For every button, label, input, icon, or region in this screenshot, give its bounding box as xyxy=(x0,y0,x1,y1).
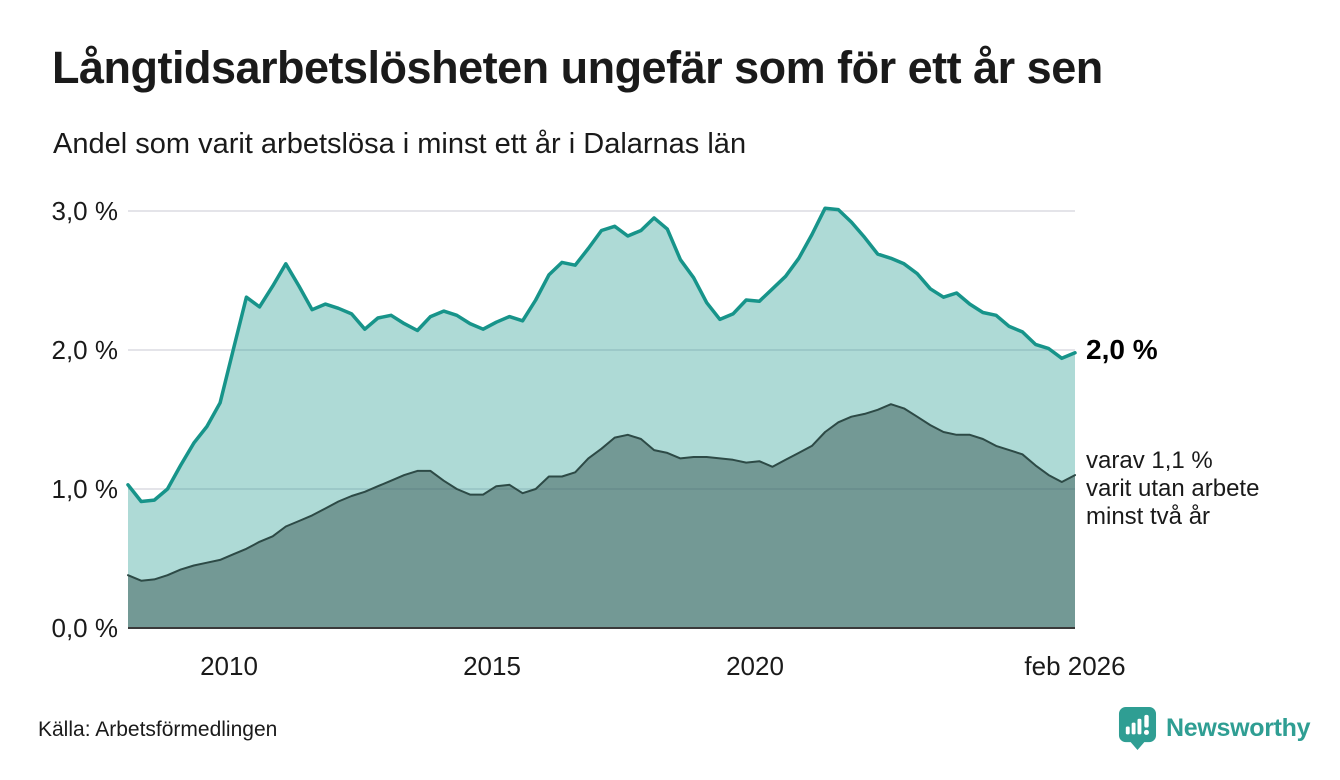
series-end-label-total: 2,0 % xyxy=(1086,334,1158,365)
y-axis-tick: 3,0 % xyxy=(51,196,119,226)
source-credit: Källa: Arbetsförmedlingen xyxy=(38,718,278,741)
y-axis-tick: 0,0 % xyxy=(51,613,119,643)
annotation-line: varav 1,1 % xyxy=(1086,447,1213,474)
annotation-line: varit utan arbete xyxy=(1086,475,1260,502)
newsworthy-pin-icon xyxy=(1118,707,1157,750)
newsworthy-wordmark: Newsworthy xyxy=(1166,714,1311,742)
series-end-label-two-years: varav 1,1 % varit utan arbete minst två … xyxy=(1086,447,1259,531)
x-axis-tick: 2020 xyxy=(726,651,784,681)
y-axis-tick: 1,0 % xyxy=(51,474,119,504)
y-axis-tick: 2,0 % xyxy=(51,335,119,365)
newsworthy-logo: Newsworthy xyxy=(1118,706,1311,751)
x-axis-tick: 2015 xyxy=(463,651,521,681)
x-axis-tick: feb 2026 xyxy=(1024,651,1126,681)
chart-subtitle: Andel som varit arbetslösa i minst ett å… xyxy=(53,128,747,160)
annotation-line: minst två år xyxy=(1086,503,1211,530)
page-title: Långtidsarbetslösheten ungefär som för e… xyxy=(52,42,1103,93)
x-axis-tick: 2010 xyxy=(200,651,258,681)
